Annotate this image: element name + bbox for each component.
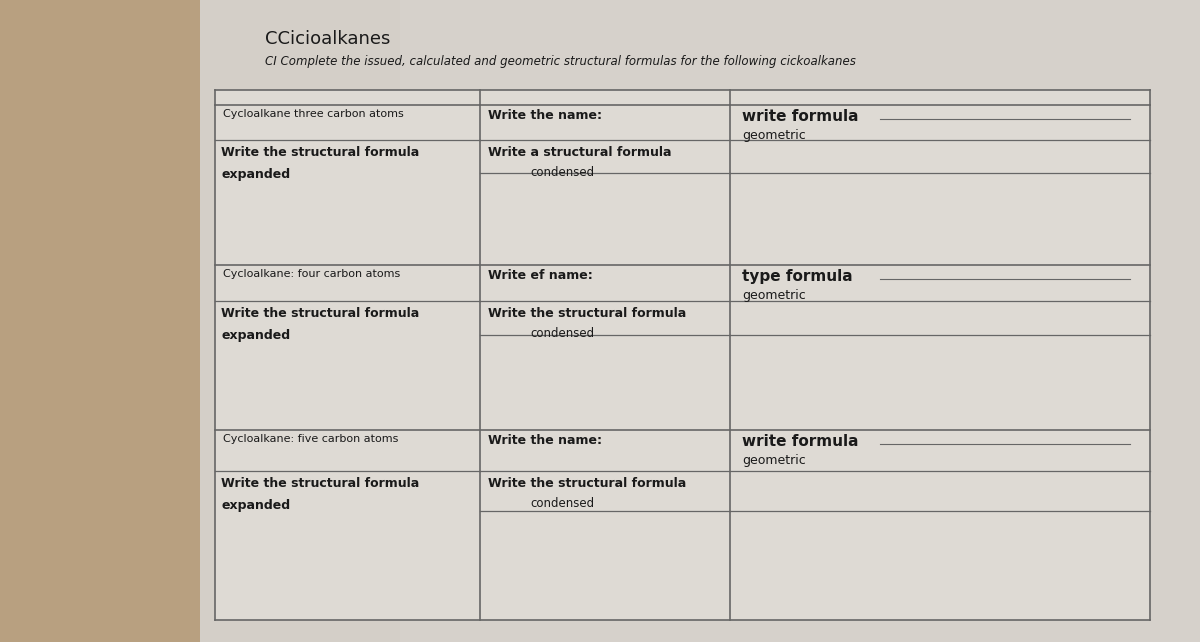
Text: geometric: geometric: [742, 289, 805, 302]
Text: CI Complete the issued, calculated and geometric structural formulas for the fol: CI Complete the issued, calculated and g…: [265, 55, 856, 68]
Bar: [400, 0, 1200, 642]
Text: type formula: type formula: [742, 269, 853, 284]
Text: Write the structural formula: Write the structural formula: [488, 307, 686, 320]
Text: CCicioalkanes: CCicioalkanes: [265, 30, 390, 48]
Text: geometric: geometric: [742, 454, 805, 467]
Text: write formula: write formula: [742, 109, 858, 124]
Polygon shape: [0, 0, 200, 642]
Text: Write the name:: Write the name:: [488, 434, 602, 447]
Text: condensed: condensed: [530, 497, 594, 510]
Text: Cycloalkane: five carbon atoms: Cycloalkane: five carbon atoms: [223, 434, 398, 444]
Text: Write the structural formula: Write the structural formula: [488, 477, 686, 490]
Text: expanded: expanded: [221, 329, 290, 342]
Text: Cycloalkane: four carbon atoms: Cycloalkane: four carbon atoms: [223, 269, 401, 279]
Text: expanded: expanded: [221, 168, 290, 181]
Bar: [200, 0, 1200, 642]
Text: Cycloalkane three carbon atoms: Cycloalkane three carbon atoms: [223, 109, 403, 119]
Text: Write the name:: Write the name:: [488, 109, 602, 122]
Text: Write ef name:: Write ef name:: [488, 269, 593, 282]
Text: expanded: expanded: [221, 499, 290, 512]
Text: condensed: condensed: [530, 327, 594, 340]
Text: Write a structural formula: Write a structural formula: [488, 146, 672, 159]
Bar: [215, 90, 1150, 620]
Text: Write the structural formula: Write the structural formula: [221, 477, 419, 490]
Text: geometric: geometric: [742, 129, 805, 142]
Text: write formula: write formula: [742, 434, 858, 449]
Text: condensed: condensed: [530, 166, 594, 179]
Text: Write the structural formula: Write the structural formula: [221, 146, 419, 159]
Bar: [215, 90, 1150, 105]
Text: Write the structural formula: Write the structural formula: [221, 307, 419, 320]
Bar: [200, 0, 1200, 642]
